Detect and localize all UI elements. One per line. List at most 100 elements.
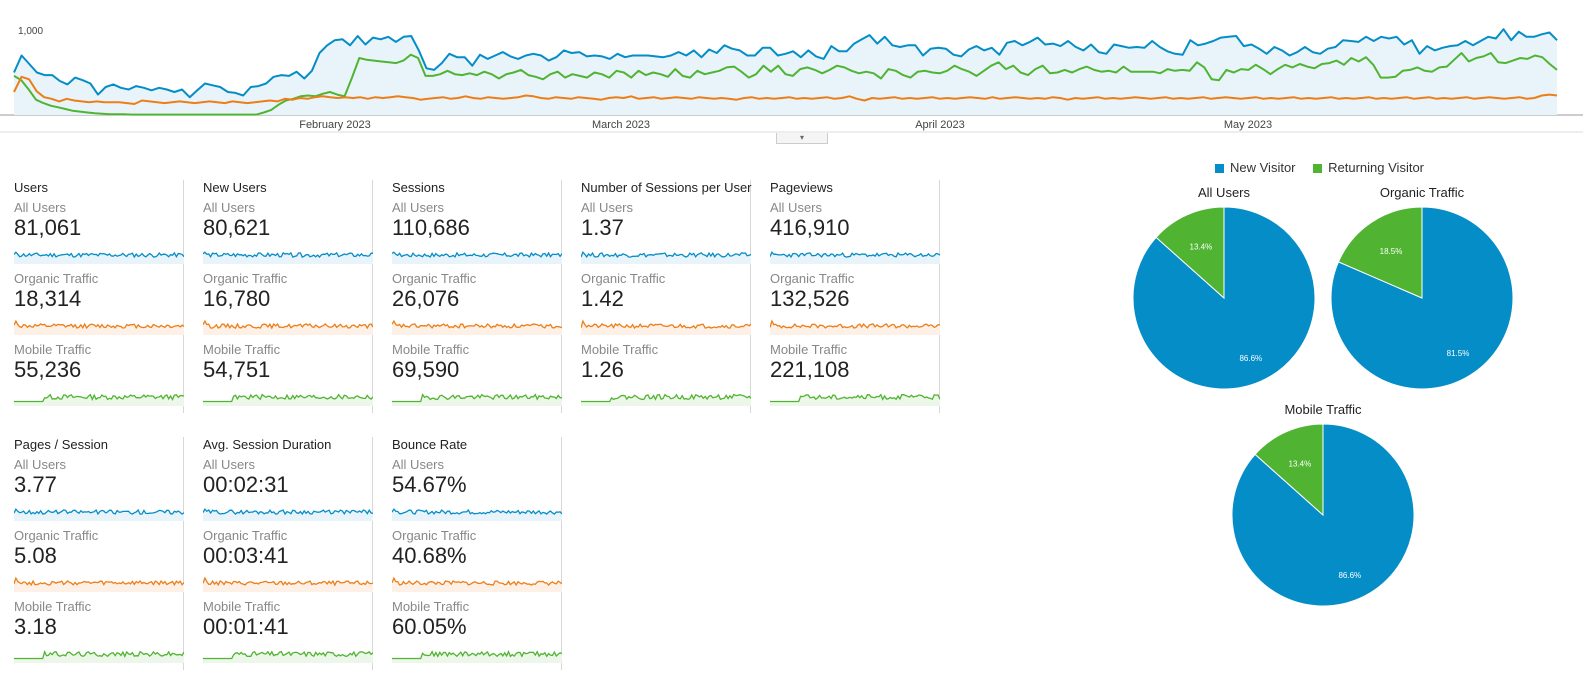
sparkline-line: [392, 319, 562, 329]
segment-value: 00:03:41: [203, 543, 289, 568]
metric-card[interactable]: Pageviews All Users 416,910 Organic Traffic…: [770, 180, 940, 413]
sparkline-line: [581, 393, 751, 403]
pie-slice[interactable]: [1254, 423, 1324, 517]
metric-card[interactable]: Number of Sessions per User All Users 1.37…: [581, 180, 752, 413]
sparkline: [14, 576, 184, 592]
sparkline-area: [581, 321, 751, 335]
sparkline-line: [392, 393, 562, 403]
metric-card[interactable]: Sessions All Users 110,686 Organic Traffic 2…: [392, 180, 562, 413]
pie-title: All Users: [1197, 185, 1251, 200]
sparkline-line: [392, 576, 562, 587]
sparkline-line: [770, 393, 940, 403]
segment-label: Organic Traffic: [770, 271, 855, 286]
metric-title: Sessions: [392, 180, 445, 195]
x-tick-label: May 2023: [1224, 119, 1272, 131]
pie-slice[interactable]: [1155, 206, 1225, 300]
metric-title: Pages / Session: [14, 437, 108, 452]
legend-item-returning-visitor[interactable]: Returning Visitor: [1313, 160, 1424, 175]
pie-chart[interactable]: 86.6% 13.4%: [1230, 422, 1416, 608]
sparkline-area: [203, 578, 373, 592]
segment-value: 00:01:41: [203, 614, 289, 639]
sparkline: [203, 650, 373, 663]
pie-title: Mobile Traffic: [1284, 402, 1362, 417]
pie-legend: New Visitor Returning Visitor: [1215, 160, 1438, 175]
sparkline-line: [203, 650, 373, 660]
segment-value: 110,686: [392, 215, 470, 240]
chart-collapse-toggle[interactable]: ▾: [776, 133, 828, 144]
x-tick-label: February 2023: [299, 119, 371, 131]
segment-value: 26,076: [392, 286, 460, 311]
sparkline-line: [14, 251, 184, 259]
sparkline-line: [14, 508, 184, 516]
metric-title: Pageviews: [770, 180, 833, 195]
segment-value: 00:02:31: [203, 472, 289, 497]
segment-label: Mobile Traffic: [392, 599, 470, 614]
segment-label: Organic Traffic: [14, 528, 99, 543]
metric-title: Number of Sessions per User: [581, 180, 752, 195]
segment-label: Organic Traffic: [203, 528, 288, 543]
sparkline-line: [14, 649, 184, 660]
pie-slice[interactable]: [1337, 206, 1423, 299]
sparkline-line: [392, 508, 562, 515]
pie-chart[interactable]: 81.5% 18.5%: [1329, 205, 1515, 391]
segment-value: 81,061: [14, 215, 82, 240]
series-line-green[interactable]: [13, 52, 1558, 116]
metric-card[interactable]: Users All Users 81,061 Organic Traffic 18,31…: [14, 180, 184, 413]
sparkline: [581, 250, 751, 264]
pie-slice-label: 13.4%: [1190, 243, 1213, 252]
sparkline: [770, 319, 940, 335]
legend-swatch: [1313, 164, 1323, 174]
metric-card[interactable]: Pages / Session All Users 3.77 Organic Traf…: [14, 437, 184, 670]
segment-label: Organic Traffic: [203, 271, 288, 286]
segment-label: All Users: [14, 457, 67, 472]
sparkline-area: [14, 578, 184, 592]
sparkline-line: [14, 319, 184, 330]
legend-swatch: [1215, 164, 1224, 174]
metric-card[interactable]: Avg. Session Duration All Users 00:02:31 Or…: [203, 437, 373, 670]
segment-value: 416,910: [770, 215, 850, 240]
pie-slice-label: 86.6%: [1239, 354, 1262, 363]
sparkline-area: [14, 321, 184, 335]
segment-value: 132,526: [770, 286, 850, 311]
pie-slice-label: 13.4%: [1289, 460, 1312, 469]
sparkline-line: [203, 393, 373, 403]
sparkline-line: [203, 508, 373, 516]
legend-item-new-visitor[interactable]: New Visitor: [1215, 160, 1296, 175]
segment-value: 1.37: [581, 215, 624, 240]
sparkline-area: [392, 509, 562, 521]
metric-card[interactable]: New Users All Users 80,621 Organic Traffic 1…: [203, 180, 373, 413]
segment-value: 54,751: [203, 357, 271, 382]
pie-chart[interactable]: 86.6% 13.4%: [1131, 205, 1317, 391]
metric-card[interactable]: Bounce Rate All Users 54.67% Organic Traffi…: [392, 437, 562, 670]
segment-value: 54.67%: [392, 472, 467, 497]
legend-label: New Visitor: [1230, 160, 1296, 175]
segment-value: 1.26: [581, 357, 624, 382]
sparkline-area: [203, 321, 373, 335]
sparkline: [14, 319, 184, 335]
segment-value: 40.68%: [392, 543, 467, 568]
y-tick-label: 1,000: [18, 26, 43, 37]
segment-value: 3.77: [14, 472, 57, 497]
sparkline-line: [770, 251, 940, 259]
series-line-blue[interactable]: [13, 28, 1558, 99]
segment-label: All Users: [14, 200, 67, 215]
segment-value: 55,236: [14, 357, 82, 382]
sparkline: [14, 251, 184, 264]
segment-label: All Users: [770, 200, 823, 215]
sparkline-line: [581, 250, 751, 259]
sparkline-line: [14, 576, 184, 587]
sparkline: [203, 319, 373, 335]
metric-title: New Users: [203, 180, 267, 195]
segment-label: Mobile Traffic: [14, 599, 92, 614]
segment-value: 69,590: [392, 357, 460, 382]
segment-label: Organic Traffic: [392, 528, 477, 543]
sparkline-line: [392, 650, 562, 660]
segment-label: Mobile Traffic: [770, 342, 848, 357]
pie-slice-label: 86.6%: [1338, 571, 1361, 580]
series-line-orange[interactable]: [13, 75, 1558, 105]
pie-slice-label: 81.5%: [1447, 349, 1470, 358]
sparkline: [14, 508, 184, 521]
sparkline: [392, 251, 562, 264]
segment-value: 18,314: [14, 286, 82, 311]
